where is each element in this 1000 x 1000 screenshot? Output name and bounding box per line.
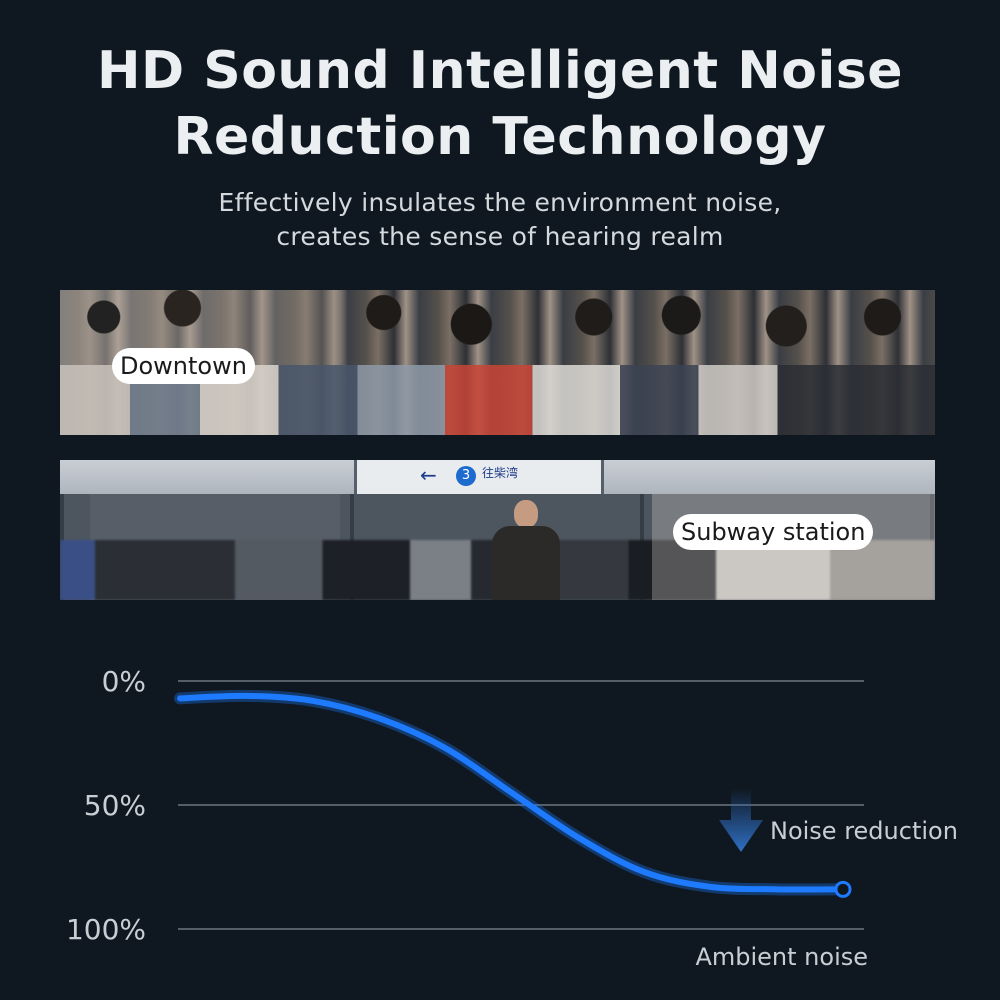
subtitle-line-2: creates the sense of hearing realm: [276, 222, 724, 251]
standing-man: [492, 500, 560, 600]
downtown-label: Downtown: [112, 348, 255, 384]
down-arrow-icon: [719, 788, 763, 852]
headline-line-1: HD Sound Intelligent Noise: [96, 41, 904, 101]
left-arrow-icon: ←: [420, 463, 437, 487]
station-sign: [354, 460, 604, 494]
noise-reduction-label: Noise reduction: [770, 817, 958, 845]
line-number-badge: 3: [456, 466, 476, 486]
y-tick-label: 0%: [102, 665, 146, 698]
downtown-photo: [60, 290, 935, 435]
man-head: [514, 500, 538, 528]
subtitle: Effectively insulates the environment no…: [0, 186, 1000, 254]
noise-reduction-chart: 0% 50% 100% Noise reduction Ambient noise: [66, 665, 958, 971]
man-coat: [492, 526, 560, 600]
subway-photo: ← 3 往柴湾: [60, 460, 935, 600]
subway-label: Subway station: [673, 514, 874, 550]
ambient-noise-label: Ambient noise: [695, 943, 868, 971]
subtitle-line-1: Effectively insulates the environment no…: [218, 188, 782, 217]
headline: HD Sound Intelligent Noise Reduction Tec…: [0, 38, 1000, 170]
curve-end-point: [834, 880, 852, 898]
noise-curve: [177, 692, 846, 893]
y-tick-label: 50%: [84, 789, 146, 822]
station-sign-text: 往柴湾: [482, 466, 519, 480]
y-tick-label: 100%: [66, 913, 146, 946]
headline-line-2: Reduction Technology: [173, 107, 827, 167]
